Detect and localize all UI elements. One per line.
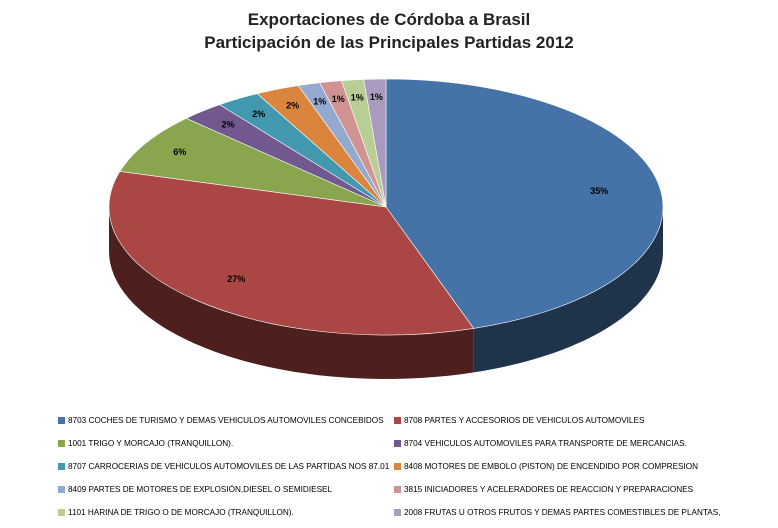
legend-label: 3815 INICIADORES Y ACELERADORES DE REACC… bbox=[404, 484, 694, 494]
legend-label: 8703 COCHES DE TURISMO Y DEMAS VEHICULOS… bbox=[68, 415, 384, 425]
pie-label-1: 27% bbox=[227, 274, 245, 284]
legend-label: 2008 FRUTAS U OTROS FRUTOS Y DEMAS PARTE… bbox=[404, 507, 721, 517]
legend-swatch bbox=[394, 485, 401, 493]
pie-label-7: 1% bbox=[332, 94, 345, 104]
pie-slice-2 bbox=[119, 117, 387, 208]
pie-label-4: 2% bbox=[252, 109, 265, 119]
chart-legend: 8703 COCHES DE TURISMO Y DEMAS VEHICULOS… bbox=[58, 413, 758, 528]
pie-label-5: 2% bbox=[286, 101, 299, 111]
chart-title: Exportaciones de Córdoba a Brasil bbox=[247, 10, 531, 29]
pie-label-3: 2% bbox=[221, 120, 234, 130]
legend-item: 8703 COCHES DE TURISMO Y DEMAS VEHICULOS… bbox=[58, 413, 384, 427]
pie-chart: 35% 27% 6% 2% 2% 2% 1% 1% 1% 1% bbox=[108, 78, 664, 379]
pie-label-9: 1% bbox=[370, 92, 383, 102]
legend-swatch bbox=[394, 508, 401, 516]
pie-label-0: 35% bbox=[590, 186, 608, 196]
pie-slice-1 bbox=[108, 171, 475, 336]
legend-item: 8707 CARROCERIAS DE VEHICULOS AUTOMOVILE… bbox=[58, 459, 389, 473]
pie-tops bbox=[108, 78, 664, 336]
pie-side-1 bbox=[109, 207, 474, 379]
legend-label: 8707 CARROCERIAS DE VEHICULOS AUTOMOVILE… bbox=[68, 461, 390, 471]
legend-label: 8708 PARTES Y ACCESORIOS DE VEHICULOS AU… bbox=[404, 415, 645, 425]
legend-row: 8707 CARROCERIAS DE VEHICULOS AUTOMOVILE… bbox=[58, 459, 758, 482]
legend-row: 8703 COCHES DE TURISMO Y DEMAS VEHICULOS… bbox=[58, 413, 758, 436]
legend-label: 8408 MOTORES DE EMBOLO (PISTON) DE ENCEN… bbox=[404, 461, 699, 471]
legend-row: 1001 TRIGO Y MORCAJO (TRANQUILLON). 8704 … bbox=[58, 436, 758, 459]
pie-side-0 bbox=[473, 207, 663, 373]
legend-swatch bbox=[58, 462, 65, 470]
legend-row: 8409 PARTES DE MOTORES DE EXPLOSIÓN,DIES… bbox=[58, 482, 758, 505]
legend-item: 1101 HARINA DE TRIGO O DE MORCAJO (TRANQ… bbox=[58, 505, 294, 519]
legend-item: 1001 TRIGO Y MORCAJO (TRANQUILLON). bbox=[58, 436, 233, 450]
pie-label-6: 1% bbox=[313, 96, 326, 106]
legend-label: 8704 VEHICULOS AUTOMOVILES PARA TRANSPOR… bbox=[404, 438, 687, 448]
legend-label: 1101 HARINA DE TRIGO O DE MORCAJO (TRANQ… bbox=[68, 507, 294, 517]
pie-label-2: 6% bbox=[173, 147, 186, 157]
legend-swatch bbox=[394, 416, 401, 424]
legend-item: 8708 PARTES Y ACCESORIOS DE VEHICULOS AU… bbox=[394, 413, 644, 427]
pie-slice-9 bbox=[363, 78, 387, 208]
legend-swatch bbox=[394, 462, 401, 470]
pie-slice-0 bbox=[385, 78, 664, 329]
pie-labels: 35% 27% 6% 2% 2% 2% 1% 1% 1% 1% bbox=[173, 92, 608, 284]
legend-swatch bbox=[58, 439, 65, 447]
legend-swatch bbox=[58, 416, 65, 424]
legend-item: 8408 MOTORES DE EMBOLO (PISTON) DE ENCEN… bbox=[394, 459, 698, 473]
legend-swatch bbox=[58, 508, 65, 516]
legend-swatch bbox=[58, 485, 65, 493]
legend-label: 1001 TRIGO Y MORCAJO (TRANQUILLON). bbox=[68, 438, 234, 448]
legend-label: 8409 PARTES DE MOTORES DE EXPLOSIÓN,DIES… bbox=[68, 484, 333, 494]
legend-item: 2008 FRUTAS U OTROS FRUTOS Y DEMAS PARTE… bbox=[394, 505, 721, 519]
pie-sides bbox=[109, 207, 663, 379]
pie-label-8: 1% bbox=[351, 93, 364, 103]
legend-swatch bbox=[394, 439, 401, 447]
legend-item: 8409 PARTES DE MOTORES DE EXPLOSIÓN,DIES… bbox=[58, 482, 332, 496]
legend-row: 1101 HARINA DE TRIGO O DE MORCAJO (TRANQ… bbox=[58, 505, 758, 528]
legend-item: 8704 VEHICULOS AUTOMOVILES PARA TRANSPOR… bbox=[394, 436, 687, 450]
legend-item: 3815 INICIADORES Y ACELERADORES DE REACC… bbox=[394, 482, 693, 496]
chart-subtitle: Participación de las Principales Partida… bbox=[204, 33, 574, 52]
